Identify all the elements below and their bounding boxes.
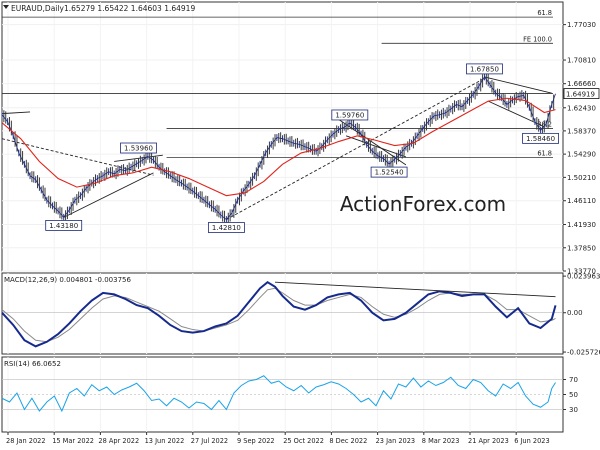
price-y-tick-label: 1.77030 [567, 21, 596, 29]
x-tick-label: 6 Jun 2023 [514, 437, 549, 445]
x-tick-label: 13 Jun 2022 [145, 437, 185, 445]
price-annotation-box [331, 109, 369, 121]
price-annotation-box [120, 142, 157, 154]
last-price-label: 1.64919 [566, 91, 595, 99]
macd-panel: MACD(12,26,9) 0.004801 -0.003756 [1, 276, 563, 348]
x-tick-label: 9 Sep 2022 [237, 437, 275, 445]
macd-y-tick-label: 0.00 [567, 309, 583, 317]
price-y-tick-label: 1.50210 [567, 174, 596, 182]
price-annotation-box [466, 63, 503, 75]
price-annotation-box [207, 222, 245, 233]
moving-average-line [1, 97, 556, 197]
trendline [63, 172, 154, 218]
price-annotation-label: 1.59760 [335, 112, 364, 120]
rsi-y-tick-label: 70 [569, 376, 578, 384]
rsi-panel: RSI(14) 66.0652 [1, 360, 563, 413]
fib-level-label: FE 100.0 [523, 35, 552, 43]
x-tick-label: 21 Apr 2023 [468, 437, 509, 445]
rsi-y-tick-label: 50 [569, 391, 578, 399]
x-tick-label: 25 Oct 2022 [283, 437, 324, 445]
price-annotation-label: 1.43180 [49, 222, 78, 230]
x-tick-label: 23 Jan 2023 [376, 437, 416, 445]
trendline [484, 76, 552, 94]
price-close-line [1, 76, 556, 221]
chart-header-ohlc: 1.65279 1.65422 1.64603 1.64919 [64, 4, 195, 13]
price-y-tick-label: 1.46110 [567, 197, 596, 205]
chart-menu-arrow-icon[interactable] [3, 5, 9, 9]
price-y-tick-label: 1.70810 [567, 57, 596, 65]
trendline [345, 135, 407, 158]
price-y-tick-label: 1.54290 [567, 151, 596, 159]
x-tick-label: 8 Mar 2023 [422, 437, 460, 445]
price-y-tick-label: 1.62430 [567, 104, 596, 112]
rsi-line [1, 375, 556, 413]
price-y-tick-label: 1.37850 [567, 244, 596, 252]
price-annotation-label: 1.67850 [470, 65, 499, 73]
price-annotation-label: 1.53960 [124, 145, 153, 153]
macd-title: MACD(12,26,9) 0.004801 -0.003756 [4, 276, 131, 284]
price-annotation-label: 1.42810 [212, 224, 241, 232]
watermark: ActionForex.com [340, 192, 506, 216]
price-annotation-label: 1.58460 [526, 135, 555, 143]
price-annotation-box [370, 166, 408, 178]
x-tick-label: 28 Jan 2022 [6, 437, 46, 445]
last-price-tag [563, 88, 600, 99]
fib-level-label: 61.8 [537, 149, 552, 157]
x-tick-label: 15 Mar 2022 [52, 437, 94, 445]
trendline [226, 77, 485, 220]
macd-signal-line [1, 287, 556, 343]
axes: 1.77030 1.70810 1.66660 1.62430 1.58370 1.542… [6, 21, 600, 445]
price-y-tick-label: 1.41930 [567, 221, 596, 229]
macd-y-tick-label: -0.025726 [567, 349, 600, 357]
rsi-y-tick-label: 30 [569, 406, 578, 414]
trendline [1, 138, 154, 176]
x-tick-label: 28 Apr 2022 [98, 437, 139, 445]
macd-y-tick-label: 0.023963 [567, 273, 600, 281]
price-panel: 61.8FE 100.038.261.81.431801.539601.4281… [1, 9, 600, 233]
price-y-tick-label: 1.58370 [567, 127, 596, 135]
price-y-tick-label: 1.33770 [567, 268, 596, 276]
x-tick-label: 8 Dec 2022 [329, 437, 367, 445]
rsi-title: RSI(14) 66.0652 [4, 360, 61, 368]
fib-level-label: 61.8 [537, 9, 552, 17]
price-y-tick-label: 1.66660 [567, 80, 596, 88]
price-annotation-box [522, 132, 559, 144]
chart-header-symbol: EURAUD,Daily [11, 4, 64, 13]
price-annotation-box [45, 220, 83, 231]
price-annotation-label: 1.52540 [375, 169, 404, 177]
trendline [1, 111, 31, 115]
macd-trendline [274, 281, 556, 298]
macd-line [1, 280, 557, 348]
x-tick-label: 27 Jul 2022 [191, 437, 228, 445]
